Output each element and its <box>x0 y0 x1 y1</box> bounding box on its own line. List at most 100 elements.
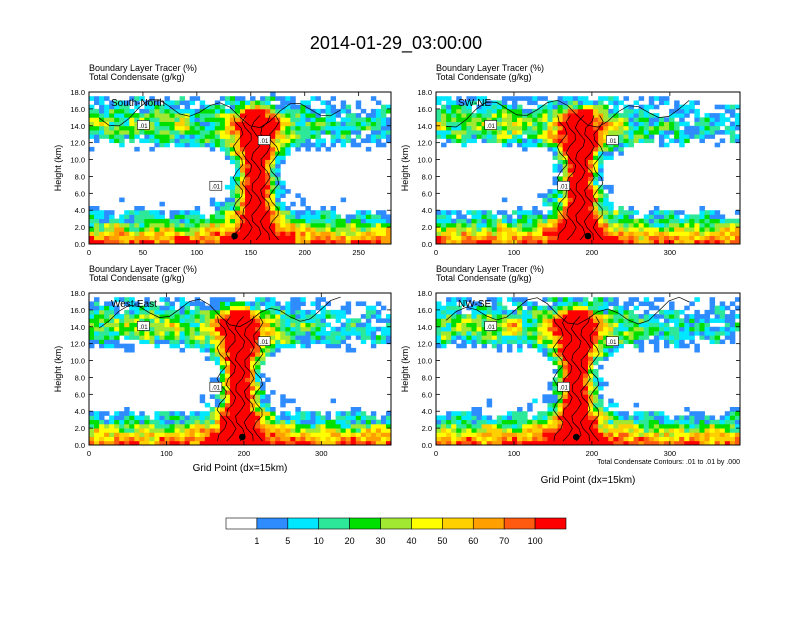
heatmap-cell <box>200 411 205 416</box>
heatmap-cell <box>598 415 603 420</box>
heatmap-cell <box>598 331 603 336</box>
heatmap-cell <box>205 348 210 353</box>
heatmap-cell <box>542 306 547 311</box>
heatmap-cell <box>654 223 659 228</box>
heatmap-cell <box>451 109 456 114</box>
heatmap-cell <box>563 297 568 302</box>
heatmap-cell <box>99 411 104 416</box>
heatmap-cell <box>190 143 195 148</box>
heatmap-cell <box>573 420 578 425</box>
heatmap-cell <box>321 214 326 219</box>
heatmap-cell <box>295 437 300 442</box>
heatmap-cell <box>285 331 290 336</box>
heatmap-cell <box>446 138 451 143</box>
heatmap-cell <box>170 126 175 131</box>
heatmap-cell <box>603 415 608 420</box>
heatmap-cell <box>466 415 471 420</box>
heatmap-cell <box>659 122 664 127</box>
heatmap-cell <box>527 437 532 442</box>
heatmap-cell <box>456 420 461 425</box>
heatmap-cell <box>593 105 598 110</box>
heatmap-cell <box>165 437 170 442</box>
heatmap-cell <box>669 126 674 131</box>
heatmap-cell <box>165 415 170 420</box>
heatmap-cell <box>134 310 139 315</box>
heatmap-cell <box>598 227 603 232</box>
heatmap-cell <box>265 126 270 131</box>
heatmap-cell <box>321 210 326 215</box>
heatmap-cell <box>300 122 305 127</box>
heatmap-cell <box>245 314 250 319</box>
heatmap-cell <box>512 100 517 105</box>
heatmap-cell <box>235 373 240 378</box>
heatmap-cell <box>497 236 502 241</box>
heatmap-cell <box>649 126 654 131</box>
heatmap-cell <box>336 339 341 344</box>
heatmap-cell <box>608 130 613 135</box>
heatmap-cell <box>351 219 356 224</box>
heatmap-cell <box>376 223 381 228</box>
heatmap-cell <box>715 105 720 110</box>
heatmap-cell <box>583 168 588 173</box>
heatmap-cell <box>265 236 270 241</box>
heatmap-cell <box>547 236 552 241</box>
heatmap-cell <box>532 96 537 101</box>
heatmap-cell <box>265 301 270 306</box>
heatmap-cell <box>720 223 725 228</box>
heatmap-cell <box>200 437 205 442</box>
heatmap-cell <box>477 327 482 332</box>
heatmap-cell <box>710 122 715 127</box>
heatmap-cell <box>275 189 280 194</box>
heatmap-cell <box>260 96 265 101</box>
heatmap-cell <box>517 331 522 336</box>
heatmap-cell <box>255 126 260 131</box>
heatmap-cell <box>159 202 164 207</box>
heatmap-cell <box>175 437 180 442</box>
heatmap-cell <box>255 323 260 328</box>
heatmap-cell <box>613 100 618 105</box>
heatmap-cell <box>654 415 659 420</box>
heatmap-cell <box>471 437 476 442</box>
heatmap-cell <box>180 109 185 114</box>
heatmap-cell <box>568 335 573 340</box>
heatmap-cell <box>532 327 537 332</box>
heatmap-cell <box>446 335 451 340</box>
heatmap-cell <box>710 130 715 135</box>
heatmap-cell <box>235 105 240 110</box>
heatmap-cell <box>104 310 109 315</box>
heatmap-cell <box>608 231 613 236</box>
heatmap-cell <box>436 227 441 232</box>
heatmap-cell <box>578 382 583 387</box>
heatmap-cell <box>639 126 644 131</box>
heatmap-cell <box>502 335 507 340</box>
heatmap-cell <box>456 214 461 219</box>
heatmap-cell <box>139 227 144 232</box>
heatmap-cell <box>310 214 315 219</box>
heatmap-cell <box>265 348 270 353</box>
heatmap-cell <box>114 331 119 336</box>
heatmap-cell <box>477 219 482 224</box>
heatmap-cell <box>694 109 699 114</box>
heatmap-cell <box>280 323 285 328</box>
heatmap-cell <box>220 420 225 425</box>
heatmap-cell <box>341 335 346 340</box>
heatmap-cell <box>235 155 240 160</box>
heatmap-cell <box>497 310 502 315</box>
heatmap-cell <box>366 138 371 143</box>
heatmap-cell <box>446 428 451 433</box>
heatmap-cell <box>275 348 280 353</box>
heatmap-cell <box>603 327 608 332</box>
heatmap-cell <box>497 323 502 328</box>
heatmap-cell <box>371 138 376 143</box>
heatmap-cell <box>366 420 371 425</box>
heatmap-cell <box>537 420 542 425</box>
heatmap-cell <box>99 318 104 323</box>
heatmap-cell <box>558 377 563 382</box>
heatmap-cell <box>205 339 210 344</box>
heatmap-cell <box>310 231 315 236</box>
heatmap-cell <box>497 126 502 131</box>
heatmap-cell <box>553 356 558 361</box>
heatmap-cell <box>568 138 573 143</box>
heatmap-cell <box>381 210 386 215</box>
heatmap-cell <box>497 415 502 420</box>
